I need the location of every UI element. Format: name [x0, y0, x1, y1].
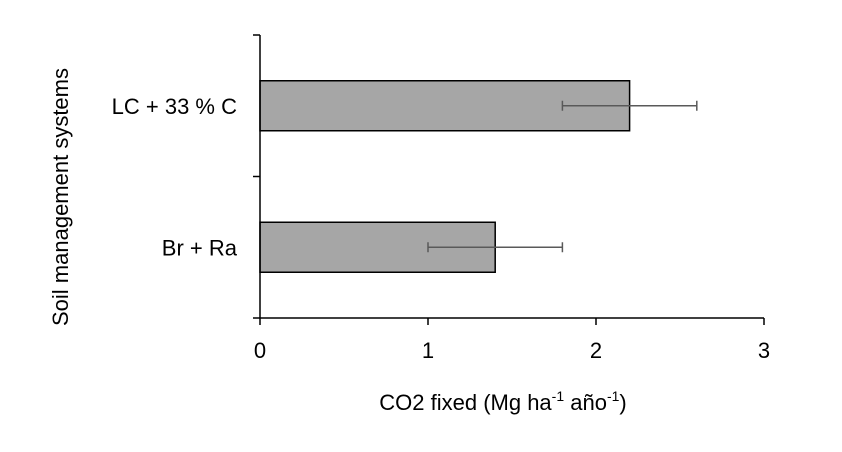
x-tick-label: 0	[254, 338, 266, 363]
x-tick-label: 3	[758, 338, 770, 363]
x-axis-title: CO2 fixed (Mg ha-1 año-1)	[379, 388, 626, 415]
error-bar	[561, 100, 698, 111]
axes-layer	[253, 34, 765, 325]
x-axis-title-part1: CO2 fixed (Mg ha	[379, 390, 552, 415]
category-label: LC + 33 % C	[112, 94, 237, 119]
x-axis-title-part3: )	[619, 390, 626, 415]
category-label: Br + Ra	[162, 235, 238, 260]
y-axis-title: Soil management systems	[48, 68, 73, 326]
x-axis-title-part2: año	[564, 390, 607, 415]
x-axis-title-sup2: -1	[607, 388, 620, 404]
x-tick-label: 2	[590, 338, 602, 363]
error-bars-layer	[427, 100, 698, 253]
labels-layer: LC + 33 % C Br + Ra 0 1 2 3	[112, 94, 770, 363]
bars-layer	[259, 80, 631, 273]
x-axis-title-sup1: -1	[552, 388, 565, 404]
x-tick-label: 1	[422, 338, 434, 363]
error-bar	[427, 242, 564, 253]
